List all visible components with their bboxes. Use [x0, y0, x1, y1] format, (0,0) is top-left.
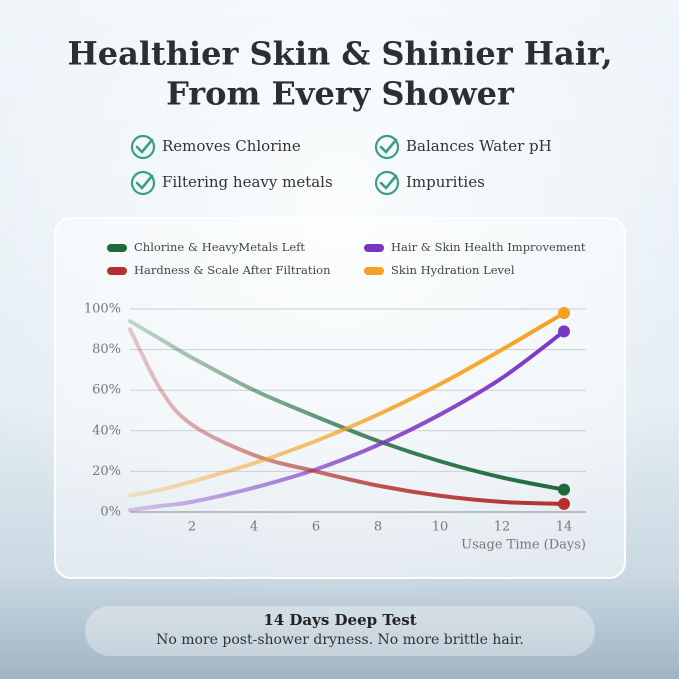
legend-label: Skin Hydration Level: [391, 263, 515, 277]
legend-label: Chlorine & HeavyMetals Left: [134, 240, 305, 254]
x-tick-label: 14: [556, 520, 573, 535]
end-marker: [558, 325, 570, 338]
y-tick-label: 0%: [100, 505, 121, 520]
end-marker: [558, 307, 570, 320]
feature-text: Removes Chlorine: [162, 137, 301, 155]
y-tick-label: 20%: [92, 464, 121, 479]
feature-text: Filtering heavy metals: [162, 173, 333, 191]
y-tick-label: 100%: [84, 302, 121, 317]
features: Removes Chlorine Balances Water pH Filteri…: [130, 134, 552, 196]
check-mark: [135, 138, 154, 154]
series-line: [128, 327, 566, 506]
legend-swatch: [364, 244, 384, 252]
series-line: [128, 319, 566, 492]
chart-panel: [54, 217, 626, 579]
y-tick-label: 60%: [92, 383, 121, 398]
footer-subtitle: No more post-shower dryness. No more bri…: [156, 632, 524, 648]
end-marker: [558, 497, 570, 510]
series-line: [128, 311, 566, 498]
x-tick-label: 6: [312, 520, 320, 535]
check-icon: [374, 134, 400, 160]
x-tick-label: 2: [188, 520, 196, 535]
check-icon: [130, 134, 156, 160]
check-mark: [135, 174, 154, 190]
y-tick-label: 40%: [92, 423, 121, 438]
x-tick-label: 4: [250, 520, 258, 535]
footer-title: 14 Days Deep Test: [263, 611, 416, 629]
feature-text: Balances Water pH: [406, 137, 552, 155]
legend-label: Hardness & Scale After Filtration: [134, 263, 331, 277]
check-icon: [130, 170, 156, 196]
check-icon: [374, 170, 400, 196]
end-marker: [558, 483, 570, 496]
y-tick-label: 80%: [92, 342, 121, 357]
x-tick-label: 12: [494, 520, 511, 535]
check-mark: [379, 174, 398, 190]
legend-swatch: [107, 244, 127, 252]
title-line: From Every Shower: [166, 75, 515, 113]
legend-swatch: [107, 267, 127, 275]
check-mark: [379, 138, 398, 154]
series-line: [128, 329, 566, 512]
footer-pill: [85, 606, 595, 656]
legend-label: Hair & Skin Health Improvement: [391, 240, 586, 254]
chart: 0% 20% 40% 60% 80% 100% 2 4 6 8 10 12 14 Usage Time (…: [84, 240, 586, 553]
x-tick-label: 8: [374, 520, 382, 535]
x-axis-label: Usage Time (Days): [461, 538, 586, 553]
x-tick-label: 10: [432, 520, 449, 535]
legend-swatch: [364, 267, 384, 275]
feature-text: Impurities: [406, 173, 485, 191]
title-line: Healthier Skin & Shinier Hair,: [67, 35, 612, 73]
